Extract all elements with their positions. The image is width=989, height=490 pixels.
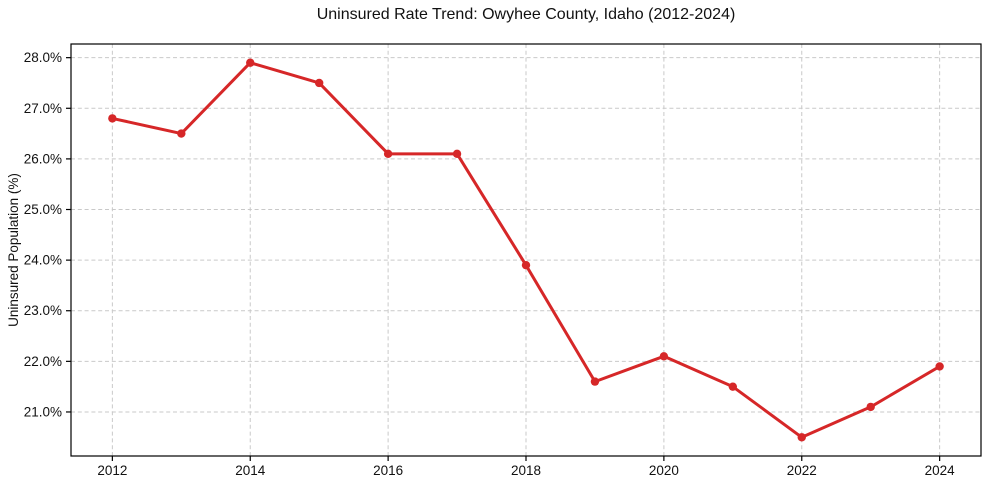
x-tick-label: 2014: [235, 463, 266, 478]
data-point-marker: [935, 362, 944, 371]
data-point-marker: [521, 260, 531, 270]
data-point-marker: [866, 402, 875, 412]
y-tick-label: 23.0%: [24, 303, 62, 318]
x-tick-label: 2016: [373, 463, 403, 478]
y-tick-label: 28.0%: [24, 50, 62, 65]
x-tick-label: 2020: [649, 463, 679, 478]
chart-title: Uninsured Rate Trend: Owyhee County, Ida…: [316, 6, 736, 23]
data-point-marker: [314, 78, 324, 88]
y-tick-label: 24.0%: [24, 253, 62, 268]
y-tick-label: 27.0%: [24, 101, 62, 116]
x-tick-label: 2024: [925, 463, 956, 478]
data-point-marker: [108, 114, 117, 123]
y-tick-label: 25.0%: [24, 202, 62, 217]
y-tick-label: 22.0%: [24, 354, 62, 369]
x-tick-label: 2018: [511, 463, 541, 478]
y-tick-label: 21.0%: [24, 404, 62, 419]
data-point-marker: [383, 149, 393, 159]
y-tick-label: 26.0%: [24, 151, 62, 166]
data-point-marker: [659, 352, 669, 361]
data-point-marker: [728, 382, 738, 391]
data-point-marker: [452, 149, 462, 159]
data-point-marker: [177, 129, 186, 138]
data-point-marker: [590, 377, 600, 386]
x-tick-label: 2012: [97, 463, 127, 478]
data-point-marker: [797, 433, 806, 442]
data-point-marker: [246, 58, 255, 67]
x-tick-label: 2022: [787, 463, 817, 478]
